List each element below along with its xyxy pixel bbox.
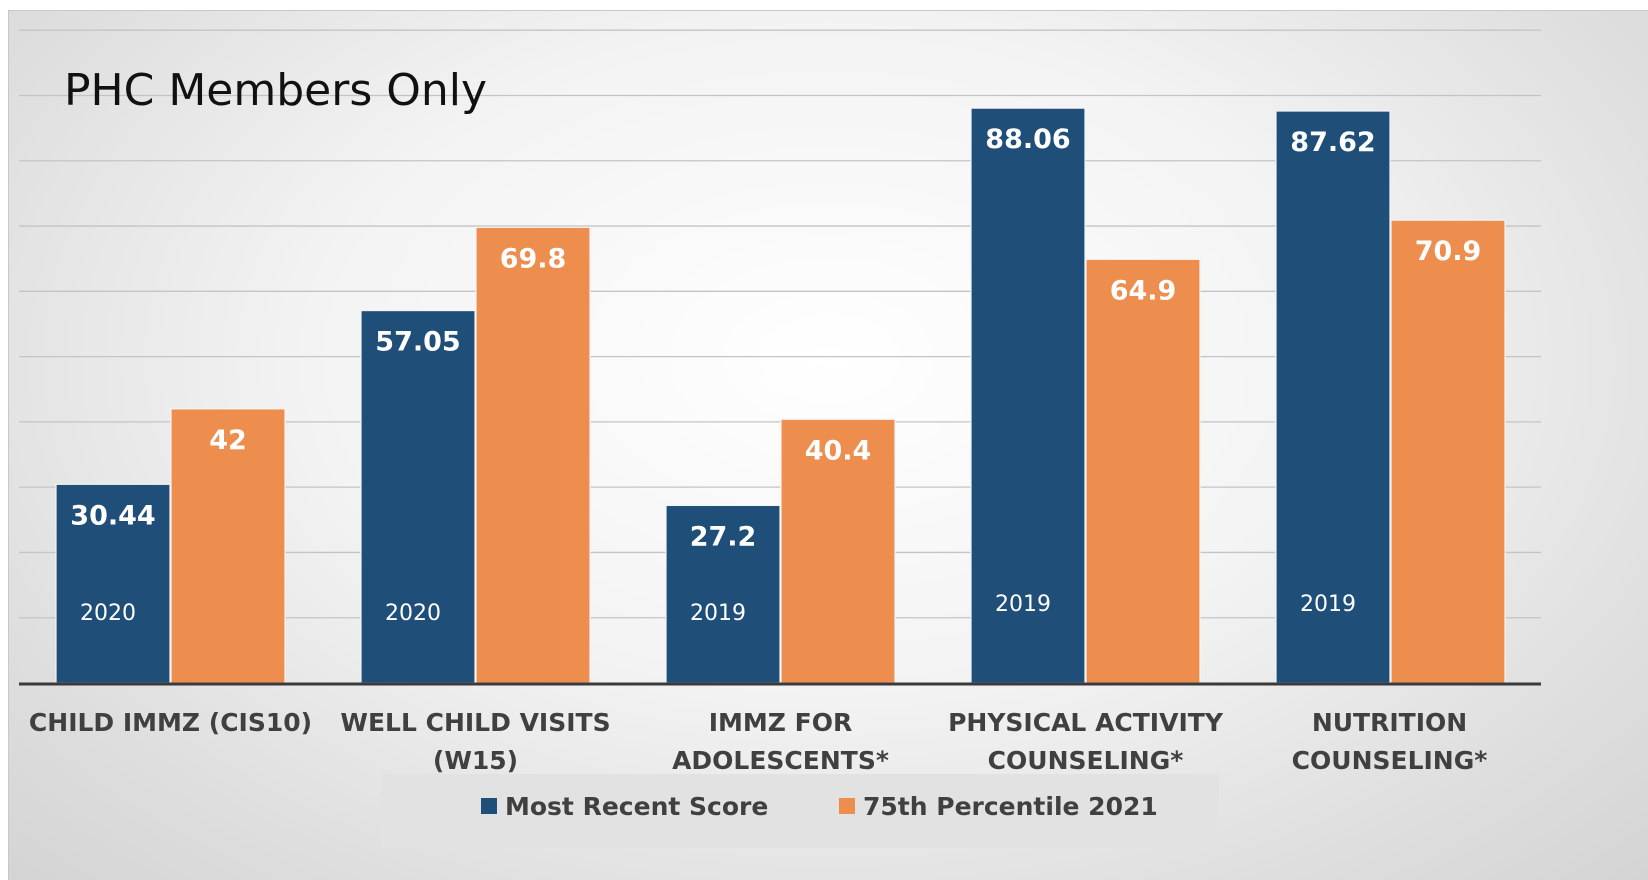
legend-label-75th-percentile: 75th Percentile 2021 <box>863 792 1158 821</box>
data-label: 64.9 <box>1110 275 1177 306</box>
year-label: 2019 <box>1300 592 1356 617</box>
category-label: PHYSICAL ACTIVITY <box>948 708 1224 737</box>
bar-75th-percentile <box>1085 258 1201 684</box>
category-label: IMMZ FOR <box>709 708 852 737</box>
legend-swatch-most-recent-score <box>481 798 497 814</box>
category-label: (W15) <box>433 746 518 775</box>
category-label: ADOLESCENTS* <box>672 746 889 775</box>
data-label: 27.2 <box>690 521 757 552</box>
category-label: WELL CHILD VISITS <box>340 708 610 737</box>
legend-label-most-recent-score: Most Recent Score <box>505 792 768 821</box>
data-label: 69.8 <box>500 243 567 274</box>
data-label: 40.4 <box>805 435 872 466</box>
chart-title: PHC Members Only <box>64 65 487 116</box>
data-label: 87.62 <box>1290 127 1375 158</box>
chart-area: PHC Members Only 30.44 2020 42 57.05 2020 69.… <box>8 10 1648 880</box>
data-label: 70.9 <box>1415 236 1482 267</box>
bar-chart: PHC Members Only 30.44 2020 42 57.05 2020 69.… <box>19 29 1541 848</box>
bar-75th-percentile <box>475 226 591 684</box>
category-label: COUNSELING* <box>988 746 1184 775</box>
data-label: 42 <box>209 425 247 456</box>
bar-most-recent-score <box>1275 110 1391 684</box>
year-label: 2020 <box>80 601 136 626</box>
year-label: 2019 <box>690 601 746 626</box>
data-label: 30.44 <box>70 500 155 531</box>
bar-most-recent-score <box>55 483 171 684</box>
bar-most-recent-score <box>970 107 1086 684</box>
legend-background <box>381 774 1219 848</box>
bars: 30.44 2020 42 57.05 2020 69.8 27.2 2019 40.4 88.0… <box>55 107 1506 684</box>
bar-75th-percentile <box>1390 219 1506 684</box>
category-label: CHILD IMMZ (CIS10) <box>29 708 312 737</box>
data-label: 88.06 <box>985 124 1070 155</box>
year-label: 2020 <box>385 601 441 626</box>
category-labels: CHILD IMMZ (CIS10) WELL CHILD VISITS (W15)… <box>29 708 1487 775</box>
bar-most-recent-score <box>360 309 476 684</box>
bar-75th-percentile <box>170 408 286 684</box>
category-label: NUTRITION <box>1312 708 1467 737</box>
bar-75th-percentile <box>780 418 896 684</box>
category-label: COUNSELING* <box>1292 746 1488 775</box>
legend: Most Recent Score 75th Percentile 2021 <box>381 774 1219 848</box>
data-label: 57.05 <box>375 327 460 358</box>
year-label: 2019 <box>995 592 1051 617</box>
legend-swatch-75th-percentile <box>839 798 855 814</box>
